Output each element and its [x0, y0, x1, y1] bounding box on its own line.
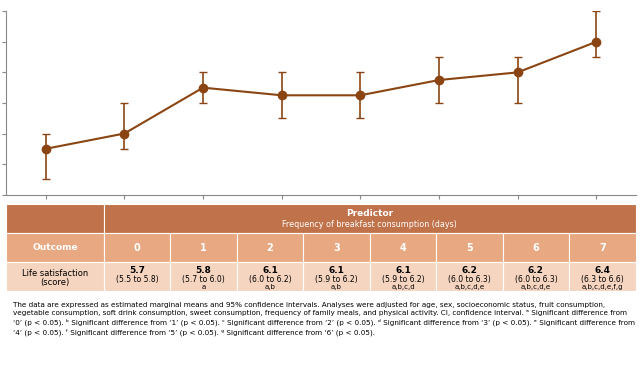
FancyBboxPatch shape [104, 233, 170, 262]
Text: 5.7: 5.7 [129, 266, 145, 275]
Text: 6.4: 6.4 [594, 266, 611, 275]
FancyBboxPatch shape [237, 262, 303, 291]
Text: (5.9 to 6.2): (5.9 to 6.2) [315, 274, 358, 284]
Text: a,b,c,d,e: a,b,c,d,e [521, 284, 551, 290]
FancyBboxPatch shape [503, 262, 569, 291]
Text: a,b,c,d,e,f,g: a,b,c,d,e,f,g [582, 284, 623, 290]
FancyBboxPatch shape [170, 233, 237, 262]
FancyBboxPatch shape [6, 204, 104, 233]
FancyBboxPatch shape [303, 262, 370, 291]
Text: 6.1: 6.1 [395, 266, 411, 275]
FancyBboxPatch shape [170, 262, 237, 291]
Text: Predictor: Predictor [346, 210, 394, 219]
Text: a,b,c,d: a,b,c,d [391, 284, 415, 290]
Text: Frequency of breakfast consumption (days): Frequency of breakfast consumption (days… [282, 220, 457, 229]
FancyBboxPatch shape [104, 262, 170, 291]
Text: Life satisfaction: Life satisfaction [22, 269, 89, 278]
Text: 6: 6 [532, 243, 539, 252]
FancyBboxPatch shape [569, 233, 636, 262]
Text: 0: 0 [134, 243, 141, 252]
FancyBboxPatch shape [436, 233, 503, 262]
FancyBboxPatch shape [303, 233, 370, 262]
Text: (6.0 to 6.2): (6.0 to 6.2) [248, 274, 291, 284]
Text: 6.1: 6.1 [329, 266, 345, 275]
Text: (5.7 to 6.0): (5.7 to 6.0) [182, 274, 225, 284]
FancyBboxPatch shape [104, 204, 636, 233]
FancyBboxPatch shape [569, 262, 636, 291]
Text: a: a [202, 284, 205, 290]
X-axis label: Frequency of breakfast consumption (days): Frequency of breakfast consumption (days… [208, 219, 434, 229]
Text: 2: 2 [266, 243, 273, 252]
FancyBboxPatch shape [370, 233, 436, 262]
FancyBboxPatch shape [370, 262, 436, 291]
Text: Outcome: Outcome [32, 243, 78, 252]
FancyBboxPatch shape [503, 233, 569, 262]
Text: 6.2: 6.2 [462, 266, 478, 275]
Text: 5: 5 [466, 243, 473, 252]
Text: 1: 1 [200, 243, 207, 252]
Text: 6.2: 6.2 [528, 266, 544, 275]
Text: a,b: a,b [265, 284, 275, 290]
Text: (5.5 to 5.8): (5.5 to 5.8) [116, 274, 159, 284]
Text: 7: 7 [599, 243, 606, 252]
FancyBboxPatch shape [237, 233, 303, 262]
Text: 6.1: 6.1 [262, 266, 278, 275]
Text: (5.9 to 6.2): (5.9 to 6.2) [382, 274, 424, 284]
Text: (score): (score) [40, 278, 70, 287]
Text: 3: 3 [333, 243, 340, 252]
Text: (6.3 to 6.6): (6.3 to 6.6) [581, 274, 624, 284]
Text: 4: 4 [399, 243, 406, 252]
FancyBboxPatch shape [6, 262, 104, 291]
FancyBboxPatch shape [436, 262, 503, 291]
Text: 5.8: 5.8 [196, 266, 212, 275]
Text: (6.0 to 6.3): (6.0 to 6.3) [514, 274, 557, 284]
Text: a,b,c,d,e: a,b,c,d,e [455, 284, 485, 290]
Text: The data are expressed as estimated marginal means and 95% confidence intervals.: The data are expressed as estimated marg… [13, 302, 635, 336]
FancyBboxPatch shape [6, 233, 104, 262]
Text: (6.0 to 6.3): (6.0 to 6.3) [448, 274, 491, 284]
Text: a,b: a,b [331, 284, 342, 290]
